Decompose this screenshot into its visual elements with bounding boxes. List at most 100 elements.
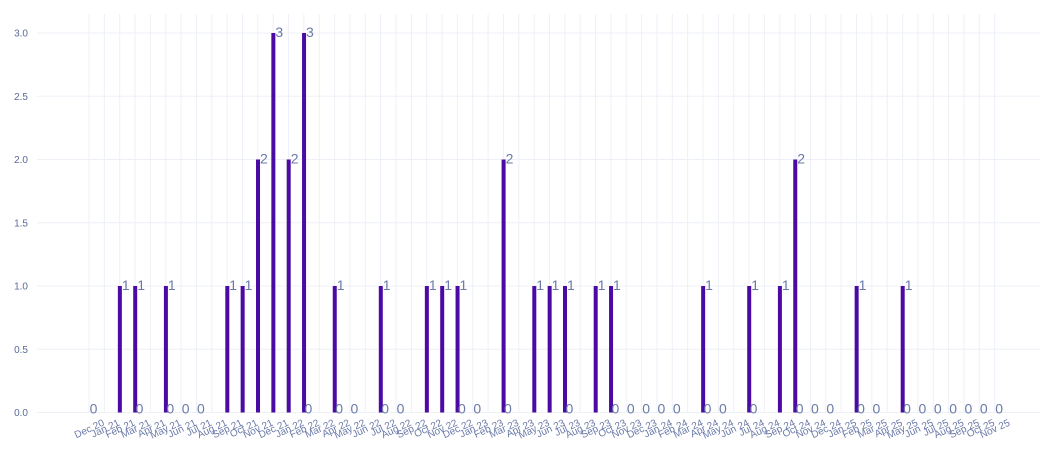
bar — [563, 286, 567, 413]
data-label: 1 — [444, 277, 452, 293]
bar — [133, 286, 138, 413]
bar — [240, 286, 245, 413]
data-label: 1 — [613, 277, 621, 293]
data-label: 1 — [460, 277, 468, 293]
data-label: 0 — [719, 401, 727, 417]
data-label: 1 — [552, 277, 560, 293]
data-label: 0 — [704, 401, 712, 417]
y-tick-label: 1.5 — [14, 218, 28, 229]
data-label: 1 — [782, 277, 790, 293]
bar — [777, 286, 782, 413]
bar — [302, 33, 307, 413]
data-label: 0 — [919, 401, 927, 417]
data-label: 0 — [642, 401, 650, 417]
y-tick-label: 2.5 — [14, 92, 28, 103]
data-label: 0 — [949, 401, 957, 417]
data-label: 0 — [335, 401, 343, 417]
data-label: 0 — [351, 401, 359, 417]
bar — [271, 33, 276, 413]
data-label: 0 — [197, 401, 205, 417]
data-label: 2 — [506, 151, 514, 167]
data-label: 0 — [965, 401, 973, 417]
data-label: 0 — [458, 401, 466, 417]
data-label: 0 — [826, 401, 834, 417]
data-label: 0 — [796, 401, 804, 417]
bar — [547, 286, 552, 413]
data-label: 1 — [229, 277, 237, 293]
data-label: 1 — [859, 277, 867, 293]
bar — [609, 286, 614, 413]
bar — [900, 286, 905, 413]
data-label: 2 — [260, 151, 268, 167]
data-label: 1 — [383, 277, 391, 293]
data-label: 1 — [905, 277, 913, 293]
data-label: 0 — [903, 401, 911, 417]
bar — [455, 286, 460, 413]
bar — [793, 159, 798, 413]
y-tick-label: 0.5 — [14, 345, 28, 356]
bar — [332, 286, 337, 413]
data-label: 2 — [797, 151, 805, 167]
bar — [424, 286, 429, 413]
data-label: 0 — [995, 401, 1003, 417]
data-label: 1 — [705, 277, 713, 293]
y-tick-label: 0.0 — [14, 408, 28, 419]
data-label: 0 — [980, 401, 988, 417]
data-label: 2 — [291, 151, 299, 167]
data-label: 1 — [567, 277, 575, 293]
data-label: 0 — [136, 401, 144, 417]
data-label: 0 — [473, 401, 481, 417]
data-label: 1 — [751, 277, 759, 293]
bar — [593, 286, 598, 413]
bar — [440, 286, 445, 413]
data-label: 0 — [612, 401, 620, 417]
data-label: 1 — [337, 277, 345, 293]
bar — [117, 286, 122, 413]
data-label: 1 — [536, 277, 544, 293]
data-label: 0 — [182, 401, 190, 417]
data-label: 0 — [397, 401, 405, 417]
data-label: 0 — [658, 401, 666, 417]
data-label: 0 — [673, 401, 681, 417]
bar — [501, 159, 506, 413]
data-label: 1 — [598, 277, 606, 293]
bar — [747, 286, 752, 413]
y-tick-label: 3.0 — [14, 29, 28, 40]
bar — [256, 159, 260, 413]
bar — [701, 286, 706, 413]
data-label: 0 — [305, 401, 313, 417]
y-tick-label: 1.0 — [14, 282, 28, 293]
data-label: 0 — [934, 401, 942, 417]
bars — [117, 33, 905, 413]
data-label: 1 — [122, 277, 130, 293]
grid-lines — [37, 14, 1040, 413]
data-label: 0 — [811, 401, 819, 417]
data-label: 0 — [750, 401, 758, 417]
data-label: 0 — [90, 401, 98, 417]
data-label: 1 — [137, 277, 145, 293]
bar — [378, 286, 383, 413]
data-label: 1 — [245, 277, 253, 293]
bar — [225, 286, 230, 413]
data-label: 0 — [872, 401, 880, 417]
bar — [532, 286, 537, 413]
data-label: 3 — [275, 24, 283, 40]
bar — [286, 159, 291, 413]
data-label: 0 — [565, 401, 573, 417]
data-label: 3 — [306, 24, 314, 40]
y-tick-label: 2.0 — [14, 155, 28, 166]
y-axis: 0.0 0.5 1.0 1.5 2.0 2.5 3.0 — [14, 29, 28, 420]
bar — [163, 286, 168, 413]
data-label: 0 — [166, 401, 174, 417]
data-label: 0 — [504, 401, 512, 417]
data-label: 0 — [627, 401, 635, 417]
data-label: 1 — [168, 277, 176, 293]
data-label: 0 — [857, 401, 865, 417]
data-label: 1 — [429, 277, 437, 293]
data-label: 0 — [381, 401, 389, 417]
bar — [854, 286, 859, 413]
